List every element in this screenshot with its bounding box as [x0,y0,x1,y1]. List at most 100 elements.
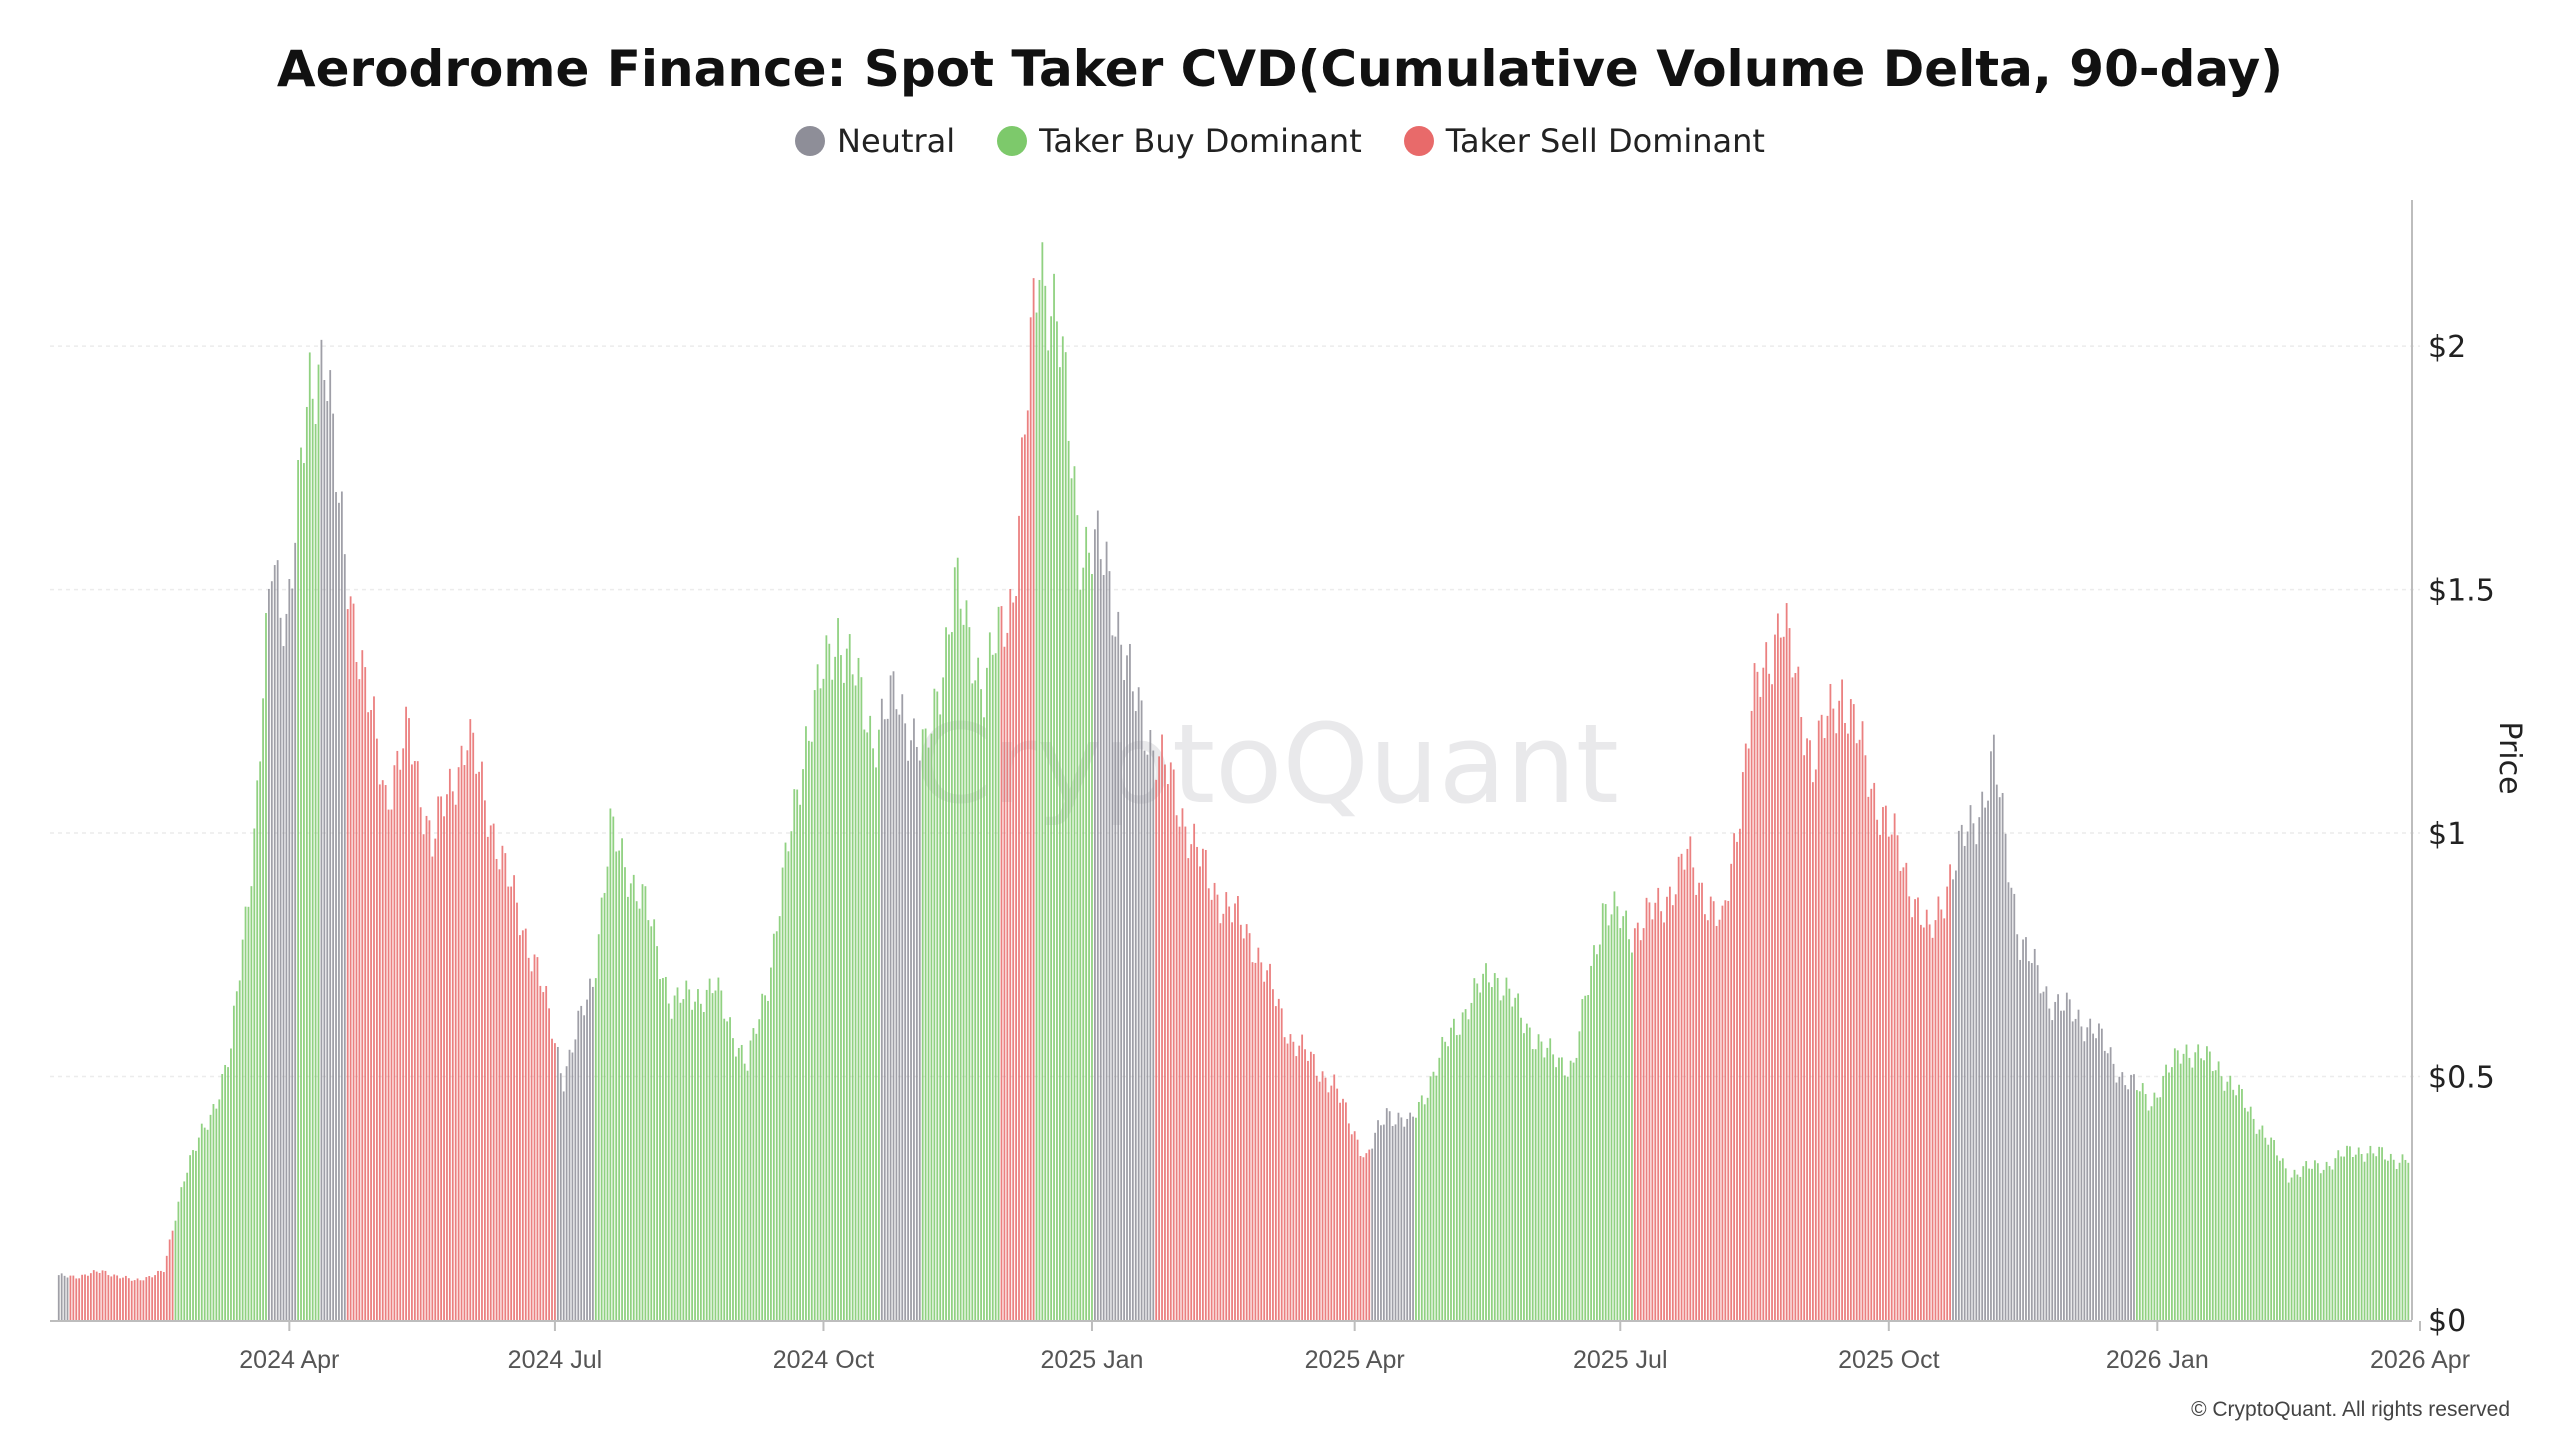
bar-buy [1549,1038,1552,1320]
bar-sell [1762,667,1765,1320]
bar-sell [530,971,533,1320]
bar-buy [1088,552,1090,1320]
bar-sell [1362,1157,1365,1320]
bar-neutral [2100,1028,2103,1320]
bar-neutral [1143,750,1146,1320]
bar-buy [2273,1140,2275,1320]
bar-buy [2384,1159,2386,1320]
bar-neutral [1149,730,1152,1320]
bar-sell [1350,1134,1353,1320]
bar-buy [1496,977,1499,1320]
bar-buy [1569,1060,1572,1320]
bar-sell [1718,919,1721,1320]
bar-buy [317,364,320,1321]
bar-buy [197,1137,200,1320]
bar-neutral [273,565,276,1320]
bar-sell [110,1276,113,1320]
bar-sell [1902,867,1905,1320]
bar-buy [641,884,644,1320]
bar-buy [878,729,880,1320]
bar-sell [446,794,448,1320]
bar-sell [516,902,518,1320]
bar-buy [694,1001,696,1320]
bar-buy [743,1063,746,1320]
bar-neutral [880,698,883,1320]
bar-neutral [1975,844,1978,1320]
bar-buy [1438,1057,1441,1320]
x-tick-label: 2024 Apr [239,1346,339,1374]
bar-buy [2211,1071,2214,1320]
bar-sell [1269,963,1271,1320]
bar-buy [221,1074,224,1320]
bar-buy [1523,1033,1525,1320]
bar-sell [1181,808,1184,1320]
bar-buy [1619,928,1622,1320]
bar-neutral [1382,1124,1385,1320]
bar-buy [2381,1147,2383,1320]
bar-sell [478,771,480,1320]
bar-sell [1169,762,1172,1320]
bar-buy [758,1019,761,1320]
bar-buy [965,600,968,1320]
bar-buy [2331,1169,2334,1320]
bar-sell [1292,1041,1295,1320]
bar-buy [1073,466,1076,1321]
legend-item-buy[interactable]: Taker Buy Dominant [997,122,1362,160]
bar-buy [1067,440,1070,1320]
bar-sell [1280,1008,1283,1320]
bar-sell [1712,901,1715,1320]
bar-neutral [340,491,343,1320]
bar-buy [244,906,247,1320]
bar-buy [1601,903,1604,1320]
bar-buy [1584,995,1587,1320]
bar-buy [265,613,267,1320]
bar-sell [133,1280,136,1320]
bar-neutral [2080,1026,2083,1320]
bar-buy [2316,1163,2319,1320]
legend-item-neutral[interactable]: Neutral [795,122,955,160]
bar-neutral [2118,1076,2121,1320]
bar-sell [157,1270,159,1320]
bar-neutral [326,401,329,1320]
bar-sell [1852,704,1855,1320]
bar-sell [1721,905,1724,1320]
bar-buy [1085,526,1088,1320]
bar-sell [504,853,507,1320]
bar-buy [2340,1156,2343,1320]
bar-buy [854,685,857,1320]
bar-sell [475,773,478,1320]
bar-sell [1724,900,1727,1320]
bar-buy [632,874,635,1320]
legend-item-sell[interactable]: Taker Sell Dominant [1403,122,1765,160]
bar-buy [189,1155,191,1320]
bar-buy [1470,1002,1473,1320]
bar-sell [1666,896,1668,1320]
bar-buy [799,804,802,1320]
bar-sell [1741,772,1744,1320]
bar-buy [1558,1057,1560,1320]
bar-buy [1552,1054,1555,1320]
bar-buy [2185,1044,2188,1320]
bar-neutral [1972,823,1975,1320]
bar-sell [419,807,422,1320]
bar-buy [2334,1158,2337,1320]
bar-neutral [2065,992,2068,1320]
bar-neutral [1388,1111,1391,1320]
bar-buy [1628,939,1630,1320]
bar-buy [735,1056,737,1320]
bar-buy [673,995,676,1320]
bar-neutral [2121,1072,2124,1320]
bar-sell [413,761,416,1320]
bar-buy [200,1123,203,1320]
bar-sell [1893,813,1896,1320]
bar-buy [752,1028,755,1320]
bar-sell [119,1278,121,1320]
bar-sell [405,706,407,1320]
bar-buy [1455,1035,1458,1320]
bar-buy [629,883,632,1320]
bar-sell [1239,924,1242,1320]
bar-buy [1444,1041,1447,1320]
bar-sell [1295,1056,1298,1320]
bar-buy [1050,316,1053,1320]
bar-buy [740,1044,743,1320]
